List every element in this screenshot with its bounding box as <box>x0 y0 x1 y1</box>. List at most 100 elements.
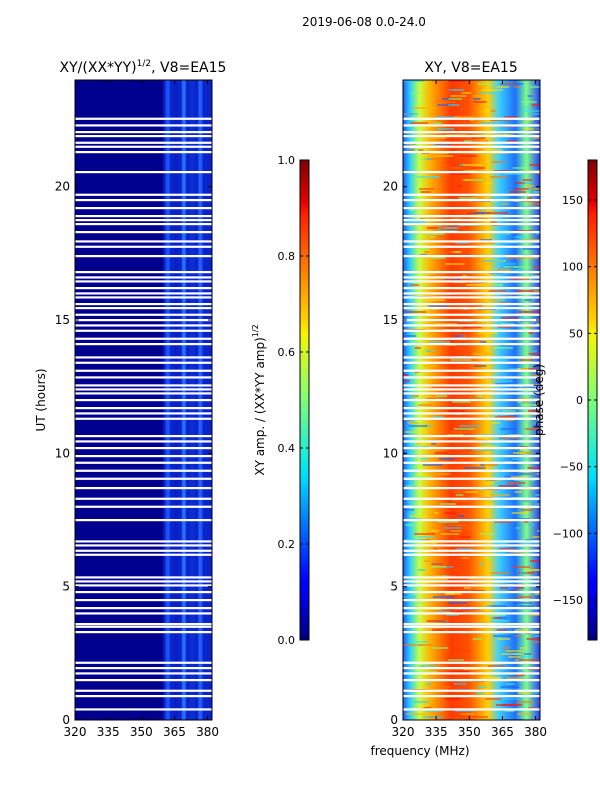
phase-flagged-row <box>403 343 540 346</box>
phase-flagged-row <box>403 477 540 480</box>
phase-y-tick-label: 5 <box>390 580 398 594</box>
phase-flagged-row <box>403 447 540 450</box>
phase-texture-cell <box>423 158 445 160</box>
phase-texture-cell <box>491 422 501 424</box>
phase-texture-cell <box>491 161 506 163</box>
phase-texture-cell <box>405 524 414 526</box>
phase-texture-cell <box>462 164 483 166</box>
phase-texture-cell <box>411 92 420 94</box>
phase-flagged-row <box>403 215 540 218</box>
phase-texture-cell <box>422 464 444 466</box>
phase-texture-cell <box>508 368 523 370</box>
phase-texture-cell <box>450 95 467 97</box>
phase-texture-cell <box>524 521 529 523</box>
phase-texture-cell <box>470 167 486 169</box>
phase-flagged-row <box>403 399 540 402</box>
phase-texture-cell <box>473 98 481 100</box>
phase-texture-cell <box>526 638 540 640</box>
phase-flagged-row <box>403 689 540 692</box>
phase-texture-cell <box>476 437 488 439</box>
amplitude-flagged-row <box>75 356 212 359</box>
phase-texture-cell <box>473 449 496 451</box>
phase-texture-cell <box>446 674 457 676</box>
amplitude-flagged-row <box>75 612 212 615</box>
phase-texture-cell <box>532 188 540 190</box>
phase-x-tick-label: 320 <box>392 725 415 739</box>
phase-texture-cell <box>505 710 515 712</box>
phase-texture-cell <box>417 149 424 151</box>
phase-x-tick-label: 350 <box>458 725 481 739</box>
phase-texture-cell <box>484 503 494 505</box>
phase-texture-cell <box>435 611 451 613</box>
phase-texture-cell <box>521 239 540 241</box>
phase-texture-cell <box>430 350 436 352</box>
amplitude-colorbar-label-sup: 1/2 <box>251 324 260 337</box>
amplitude-flagged-row <box>75 623 212 626</box>
phase-texture-cell <box>531 104 540 106</box>
amplitude-panel-title: XY/(XX*YY)1/2, V8=EA15 <box>60 59 227 76</box>
phase-x-tick-label: 365 <box>491 725 514 739</box>
amplitude-plot-frame <box>74 79 213 721</box>
phase-texture-cell <box>450 530 462 532</box>
phase-texture-cell <box>490 221 497 223</box>
phase-texture-cell <box>461 557 470 559</box>
phase-texture-cell <box>403 80 424 82</box>
phase-texture-cell <box>409 515 427 517</box>
phase-texture-cell <box>500 323 515 325</box>
phase-texture-cell <box>482 371 499 373</box>
phase-texture-cell <box>522 542 540 544</box>
phase-texture-cell <box>403 644 418 646</box>
phase-texture-cell <box>417 176 438 178</box>
phase-texture-cell <box>426 578 448 580</box>
phase-y-tick-label: 20 <box>383 180 398 194</box>
phase-texture-cell <box>420 191 431 193</box>
phase-texture-cell <box>523 569 540 571</box>
phase-texture-cell <box>437 128 455 130</box>
phase-texture-cell <box>501 203 509 205</box>
phase-flagged-row <box>403 607 540 610</box>
phase-texture-cell <box>533 128 540 130</box>
amplitude-flagged-row <box>75 584 212 587</box>
phase-texture-cell <box>424 710 443 712</box>
phase-texture-cell <box>479 563 485 565</box>
amplitude-y-tick-label: 10 <box>55 446 70 460</box>
phase-texture-cell <box>466 284 486 286</box>
phase-texture-cell <box>456 548 473 550</box>
phase-texture-cell <box>496 629 508 631</box>
phase-texture-cell <box>521 101 537 103</box>
amplitude-flagged-row <box>75 661 212 664</box>
amplitude-flagged-row <box>75 117 212 120</box>
phase-texture-cell <box>409 341 419 343</box>
figure-title: 2019-06-08 0.0-24.0 <box>302 15 426 29</box>
phase-texture-cell <box>448 89 456 91</box>
phase-texture-cell <box>479 209 487 211</box>
phase-texture-cell <box>488 290 507 292</box>
phase-texture-cell <box>454 251 461 253</box>
phase-texture-cell <box>487 665 506 667</box>
phase-texture-cell <box>434 452 448 454</box>
phase-texture-cell <box>475 692 484 694</box>
phase-texture-cell <box>490 620 510 622</box>
phase-flagged-row <box>403 631 540 634</box>
phase-texture-cell <box>512 458 527 460</box>
amplitude-flagged-row <box>75 576 212 579</box>
phase-texture-cell <box>502 263 516 265</box>
phase-texture-cell <box>459 164 466 166</box>
phase-texture-cell <box>505 650 524 652</box>
phase-texture-cell <box>527 113 540 115</box>
amplitude-flagged-row <box>75 199 212 202</box>
phase-texture-cell <box>532 374 540 376</box>
phase-texture-cell <box>538 701 540 703</box>
phase-flagged-row <box>403 553 540 556</box>
phase-texture-cell <box>501 653 523 655</box>
phase-texture-cell <box>501 704 523 706</box>
phase-texture-cell <box>496 347 513 349</box>
phase-texture-cell <box>434 155 454 157</box>
amplitude-flagged-row <box>75 324 212 327</box>
phase-texture-cell <box>525 326 533 328</box>
phase-y-axis: 0 5 10 15 20 <box>383 180 540 727</box>
phase-texture-cell <box>449 524 468 526</box>
phase-texture-cell <box>497 638 510 640</box>
phase-flagged-row <box>403 303 540 306</box>
phase-texture-cell <box>474 431 480 433</box>
